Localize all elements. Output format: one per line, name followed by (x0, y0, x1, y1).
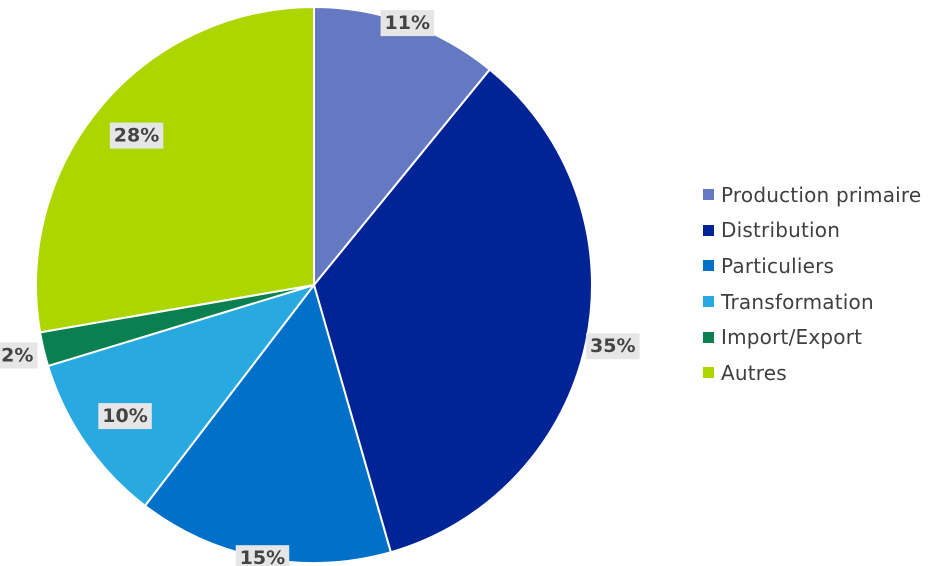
pie-data-labels: 11% 35% 15% 10% 2% 28% (0, 10, 640, 566)
legend-item-distribution: Distribution (703, 213, 921, 249)
data-label-autres: 28% (109, 122, 164, 149)
chart-legend: Production primaire Distribution Particu… (703, 177, 921, 391)
legend-item-autres: Autres (703, 355, 921, 391)
pie-slice-autres (35, 5, 315, 334)
legend-label: Production primaire (721, 182, 922, 207)
data-label-production-primaire: 11% (380, 10, 435, 37)
legend-label: Particuliers (721, 253, 835, 278)
legend-item-particuliers: Particuliers (703, 248, 921, 284)
data-label-text: 10% (102, 405, 147, 427)
legend-item-import-export: Import/Export (703, 319, 921, 355)
data-label-background (109, 122, 164, 149)
data-label-text: 15% (240, 547, 285, 566)
legend-swatch (703, 224, 714, 236)
data-label-background (380, 10, 435, 37)
data-label-distribution: 35% (586, 333, 640, 360)
data-label-background (235, 545, 290, 566)
legend-swatch (703, 331, 714, 343)
legend-swatch (703, 296, 714, 308)
data-label-text: 2% (1, 345, 33, 367)
data-label-import-export: 2% (0, 342, 38, 369)
legend-swatch (703, 189, 714, 201)
pie-slice-transformation (46, 283, 317, 508)
legend-swatch (703, 260, 714, 272)
data-label-text: 11% (385, 12, 430, 34)
legend-item-transformation: Transformation (703, 284, 921, 320)
legend-label: Autres (721, 360, 787, 385)
pie-slices (35, 5, 593, 564)
legend-swatch (703, 367, 714, 379)
data-label-text: 35% (590, 335, 635, 357)
data-label-background (0, 342, 38, 369)
data-label-background (586, 333, 640, 360)
data-label-text: 28% (114, 125, 159, 147)
data-label-transformation: 10% (98, 403, 152, 430)
legend-label: Transformation (721, 289, 874, 314)
data-label-particuliers: 15% (235, 545, 290, 566)
legend-item-production-primaire: Production primaire (703, 177, 921, 213)
data-label-background (98, 403, 152, 430)
legend-label: Import/Export (721, 325, 863, 350)
legend-label: Distribution (721, 218, 841, 243)
